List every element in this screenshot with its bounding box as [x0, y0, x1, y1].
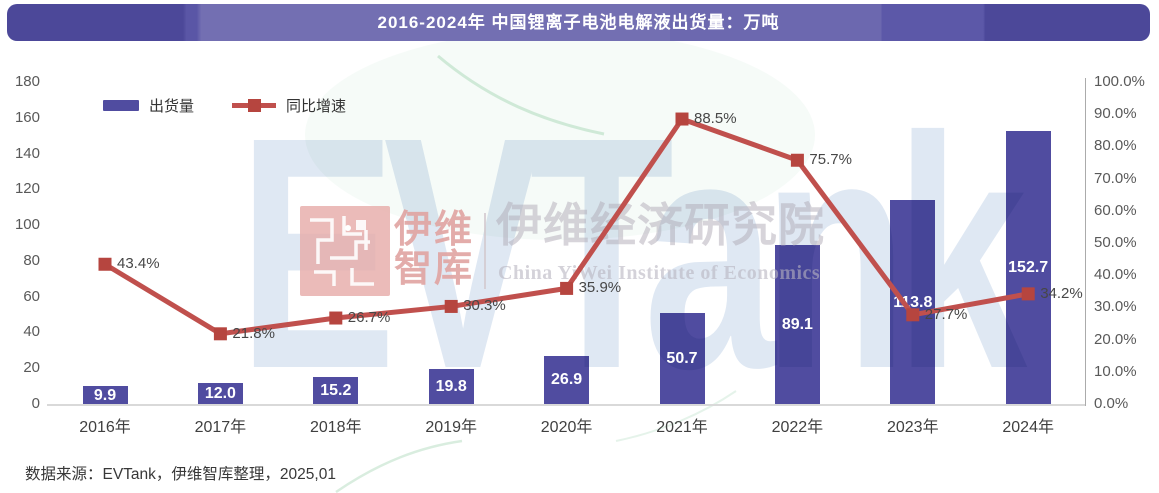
y-axis-tick-label: 100 — [14, 216, 40, 234]
growth-value-label: 35.9% — [578, 279, 622, 297]
data-source-note: 数据来源：EVTank，伊维智库整理，2025,01 — [25, 466, 336, 483]
x-axis-category-label: 2020年 — [540, 419, 593, 436]
x-axis-category-label: 2016年 — [79, 419, 131, 436]
x-axis-category-label: 2022年 — [771, 419, 824, 436]
legend: 出货量 同比增速 — [103, 95, 346, 116]
legend-line-label: 同比增速 — [286, 98, 347, 115]
bar-value-label: 12.0 — [204, 384, 236, 402]
y-axis-tick-label: 40 — [23, 323, 40, 341]
y-axis-tick-label: 140 — [14, 144, 40, 162]
growth-value-label: 30.3% — [463, 297, 506, 315]
legend-bar-swatch-icon — [103, 100, 139, 111]
growth-value-label: 88.5% — [694, 110, 737, 128]
y-axis-tick-label: 180 — [14, 73, 40, 90]
bar-2016年 — [82, 386, 128, 404]
growth-value-label: 34.2% — [1040, 284, 1083, 302]
right-axis-tick-label: 20.0% — [1094, 330, 1137, 348]
y-axis-tick-label: 0 — [31, 395, 40, 412]
bar-2017年 — [197, 382, 243, 404]
growth-value-label: 27.7% — [924, 305, 968, 323]
x-axis-category-label: 2018年 — [309, 419, 362, 436]
y-axis-tick-label: 120 — [14, 180, 40, 198]
right-axis-tick-label: 30.0% — [1094, 298, 1137, 316]
growth-value-label: 43.4% — [117, 255, 160, 273]
bar-value-label: 26.9 — [551, 371, 583, 389]
y-axis-tick-label: 80 — [23, 251, 40, 269]
right-axis-tick-label: 50.0% — [1094, 234, 1137, 251]
x-axis-line — [47, 404, 1085, 406]
bar-2020年 — [544, 355, 590, 404]
right-axis-tick-label: 40.0% — [1094, 266, 1137, 284]
bar-value-label: 89.1 — [781, 315, 813, 333]
legend-bar-label: 出货量 — [149, 98, 195, 115]
right-axis-tick-label: 0.0% — [1094, 395, 1129, 412]
right-axis-tick-label: 100.0% — [1094, 73, 1145, 90]
bar-value-label: 9.9 — [93, 386, 117, 404]
bar-value-label: 50.7 — [666, 350, 698, 368]
y-axis-tick-label: 20 — [23, 359, 40, 377]
y-axis-tick-label: 60 — [23, 287, 40, 305]
right-axis-tick-label: 10.0% — [1094, 362, 1137, 380]
bar-value-label: 19.8 — [435, 377, 467, 395]
growth-value-label: 26.7% — [347, 309, 391, 327]
y-axis-tick-label: 160 — [14, 108, 40, 126]
x-axis-category-label: 2023年 — [886, 419, 939, 436]
legend-line-sample-icon — [232, 99, 277, 112]
right-axis-tick-label: 90.0% — [1094, 105, 1137, 123]
bar-value-label: 152.7 — [1008, 258, 1049, 276]
title-banner: 2016-2024年 中国锂离子电池电解液出货量：万吨 — [7, 4, 1150, 41]
right-axis-tick-label: 60.0% — [1094, 201, 1137, 219]
growth-value-label: 21.8% — [232, 324, 275, 342]
growth-value-label: 75.7% — [809, 151, 852, 169]
page-title: 2016-2024年 中国锂离子电池电解液出货量：万吨 — [377, 13, 780, 32]
bar-2019年 — [428, 368, 474, 404]
right-axis-tick-label: 80.0% — [1094, 137, 1137, 155]
x-axis-category-label: 2019年 — [425, 419, 477, 436]
x-axis-category-label: 2021年 — [656, 419, 708, 436]
right-axis-tick-label: 70.0% — [1094, 169, 1137, 187]
bar-value-label: 15.2 — [320, 381, 352, 399]
right-axis-line — [1085, 78, 1086, 406]
bar-2018年 — [313, 376, 359, 404]
x-axis-category-label: 2017年 — [194, 419, 247, 436]
x-axis-category-label: 2024年 — [1002, 419, 1054, 436]
